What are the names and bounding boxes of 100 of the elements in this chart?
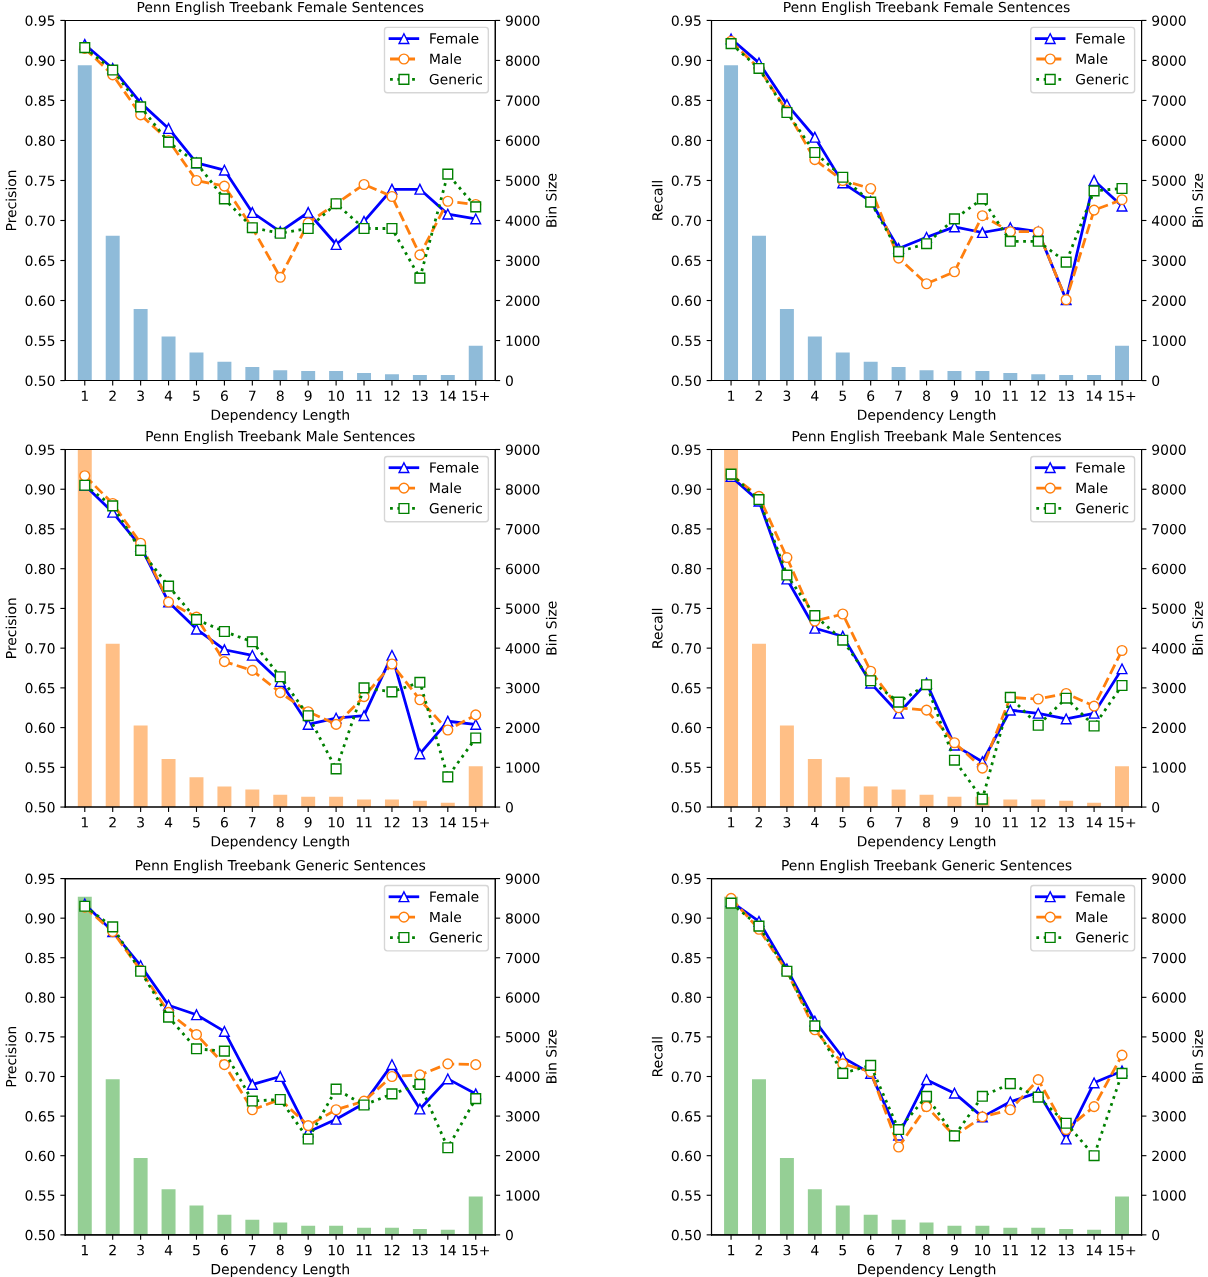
y2-tick-label: 7000 [506,95,540,106]
y2-axis-title: Bin Size [1192,601,1203,655]
x-axis-title: Dependency Length [858,1263,996,1277]
y2-tick-label: 2000 [1152,295,1186,306]
x-tick-label: 4 [164,1245,173,1256]
y-tick-label: 0.65 [671,682,701,694]
y-tick-label: 0.75 [25,175,55,186]
y2-tick-label: 8000 [505,55,540,66]
y2-tick-label: 7000 [1152,95,1186,106]
y-axis-title: Recall [651,181,663,220]
y2-tick-label: 9000 [1152,15,1186,26]
y2-tick-label: 3000 [506,1111,540,1122]
y-tick-label: 0.50 [25,375,55,387]
y-tick-label: 0.85 [25,523,55,535]
legend-label: Male [1076,911,1108,923]
x-tick-label: 3 [137,1244,144,1256]
y-tick-label: 0.60 [25,295,55,306]
y-axis-title: Precision [5,170,17,231]
x-tick-label: 1 [81,390,88,401]
x-tick-label: 3 [137,817,144,828]
y2-tick-label: 0 [505,1229,513,1241]
chart-title: Penn English Treebank Male Sentences [146,430,415,445]
y-tick-label: 0.90 [25,913,55,924]
y-axis-title: Precision [5,1026,17,1087]
x-tick-label: 10 [975,817,991,828]
y2-tick-label: 9000 [505,444,540,455]
y2-tick-label: 5000 [506,175,540,186]
y2-tick-label: 6000 [505,135,540,146]
y-axis-title: Precision [5,598,17,658]
y-tick-label: 0.95 [25,873,55,885]
x-tick-label: 10 [975,1244,991,1256]
chart-title: Penn English Treebank Female Sentences [137,1,424,15]
y-tick-label: 0.55 [25,1190,55,1201]
y-tick-label: 0.60 [671,1150,701,1162]
y-tick-label: 0.50 [25,1229,55,1241]
y2-tick-label: 8000 [1152,913,1186,924]
y-tick-label: 0.55 [25,762,55,773]
x-tick-label: 15+ [1108,1245,1136,1256]
y2-axis-title: Bin Size [545,601,557,655]
legend-label: Female [1076,462,1125,473]
x-tick-label: 9 [304,1244,312,1256]
y2-tick-label: 9000 [505,15,540,26]
y-tick-label: 0.55 [671,762,701,773]
x-tick-label: 12 [1030,390,1046,401]
x-axis-title: Dependency Length [211,1263,349,1277]
y-tick-label: 0.55 [671,335,701,347]
x-tick-label: 5 [193,817,200,828]
legend-label: Generic [1075,931,1129,943]
legend-label: Generic [429,502,482,514]
x-tick-label: 14 [1086,1245,1103,1256]
y-tick-label: 0.90 [671,55,701,66]
y2-tick-label: 0 [505,375,513,387]
x-tick-label: 12 [1030,817,1046,828]
x-tick-label: 3 [137,390,144,402]
x-tick-label: 1 [728,1245,735,1256]
y-tick-label: 0.90 [25,55,55,66]
y-axis-title: Recall [651,1037,663,1077]
y2-tick-label: 4000 [1151,215,1186,226]
x-axis-title: Dependency Length [211,409,349,423]
y2-tick-label: 3000 [1152,1111,1186,1122]
y-tick-label: 0.70 [25,215,55,226]
y-tick-label: 0.85 [25,95,55,106]
x-axis-title: Dependency Length [858,835,996,850]
y2-tick-label: 3000 [1152,682,1186,694]
x-tick-label: 5 [839,390,846,402]
y-tick-label: 0.75 [671,1031,701,1043]
x-tick-label: 11 [1003,1245,1018,1256]
y-tick-label: 0.90 [671,484,701,495]
x-tick-label: 6 [867,1244,875,1256]
y-tick-label: 0.70 [671,643,701,654]
x-tick-label: 15+ [462,1245,489,1256]
y2-tick-label: 6000 [1152,135,1186,146]
y-tick-label: 0.70 [671,1071,701,1082]
x-tick-label: 15+ [1108,390,1136,402]
x-tick-label: 8 [923,817,930,828]
y2-tick-label: 8000 [505,913,540,924]
y2-tick-label: 8000 [505,484,540,495]
x-tick-label: 4 [164,817,173,828]
y-tick-label: 0.55 [25,335,55,347]
y2-axis-title: Bin Size [545,1029,557,1083]
y2-tick-label: 2000 [506,1150,540,1162]
x-tick-label: 9 [950,390,958,402]
x-tick-label: 4 [811,1245,819,1256]
x-tick-label: 1 [728,390,735,401]
y2-tick-label: 5000 [1152,603,1186,614]
x-tick-label: 13 [412,817,428,828]
y-tick-label: 0.50 [671,1229,701,1241]
y-tick-label: 0.85 [671,952,701,964]
y-tick-label: 0.55 [671,1190,701,1201]
legend-label: Female [1076,891,1125,902]
y2-tick-label: 5000 [1152,1031,1186,1043]
legend-label: Generic [1075,502,1129,514]
x-tick-label: 2 [755,817,763,828]
x-tick-label: 6 [220,390,228,402]
x-tick-label: 11 [1003,817,1018,828]
x-tick-label: 6 [220,817,228,828]
x-tick-label: 5 [839,817,846,828]
x-tick-label: 12 [384,817,400,828]
y-tick-label: 0.80 [671,563,701,575]
x-tick-label: 2 [109,390,116,401]
